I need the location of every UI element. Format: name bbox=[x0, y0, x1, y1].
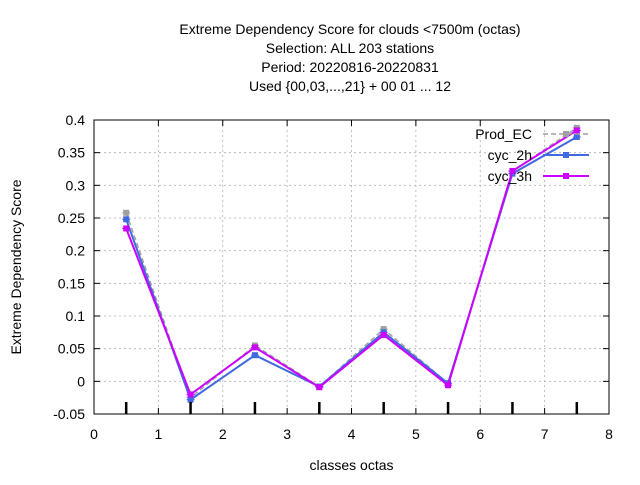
series-cyc_3h bbox=[122, 127, 581, 398]
legend-label: Prod_EC bbox=[475, 126, 532, 142]
x-axis-label: classes octas bbox=[309, 457, 393, 473]
series-line bbox=[125, 129, 578, 396]
axis-ticks: 0 1 2 3 4 5 6 7 8 -0.05 0 0.05 0.1 0.15 0.2 0.25 0.3 0.35… bbox=[53, 112, 613, 442]
x-tick-label: 7 bbox=[541, 426, 549, 442]
legend-marker bbox=[563, 152, 569, 158]
title-line: Extreme Dependency Score for clouds <750… bbox=[179, 21, 520, 37]
series-line bbox=[125, 127, 578, 399]
x-tick-label: 1 bbox=[154, 426, 162, 442]
legend: Prod_EC cyc_2h cyc_3h bbox=[475, 126, 589, 184]
legend-marker bbox=[563, 131, 569, 137]
y-tick-label: 0.3 bbox=[66, 177, 86, 193]
y-tick-label: 0.05 bbox=[58, 341, 85, 357]
y-tick-label: 0.35 bbox=[58, 145, 85, 161]
legend-item: cyc_3h bbox=[488, 168, 589, 184]
x-tick-label: 8 bbox=[605, 426, 613, 442]
legend-item: Prod_EC bbox=[475, 126, 589, 142]
y-tick-label: 0.4 bbox=[66, 112, 86, 128]
y-tick-label: 0 bbox=[77, 373, 85, 389]
y-tick-label: 0.1 bbox=[66, 308, 86, 324]
x-tick-label: 5 bbox=[412, 426, 420, 442]
x-tick-label: 0 bbox=[90, 426, 98, 442]
legend-item: cyc_2h bbox=[488, 147, 589, 163]
x-tick-label: 2 bbox=[219, 426, 227, 442]
title-line: Selection: ALL 203 stations bbox=[266, 40, 434, 56]
legend-label: cyc_3h bbox=[488, 168, 532, 184]
legend-label: cyc_2h bbox=[488, 147, 532, 163]
y-tick-label: 0.15 bbox=[58, 275, 85, 291]
title-line: Period: 20220816-20220831 bbox=[261, 59, 439, 75]
x-tick-label: 4 bbox=[348, 426, 356, 442]
x-tick-label: 3 bbox=[283, 426, 291, 442]
y-axis-label: Extreme Dependency Score bbox=[8, 179, 24, 354]
y-tick-label: 0.25 bbox=[58, 210, 85, 226]
legend-marker bbox=[563, 173, 569, 179]
y-tick-label: -0.05 bbox=[53, 406, 85, 422]
y-tick-label: 0.2 bbox=[66, 243, 86, 259]
title-line: Used {00,03,...,21} + 00 01 ... 12 bbox=[249, 78, 451, 94]
series-lines bbox=[122, 124, 581, 403]
chart-title: Extreme Dependency Score for clouds <750… bbox=[179, 21, 520, 94]
x-tick-label: 6 bbox=[476, 426, 484, 442]
grid-lines bbox=[94, 120, 609, 414]
